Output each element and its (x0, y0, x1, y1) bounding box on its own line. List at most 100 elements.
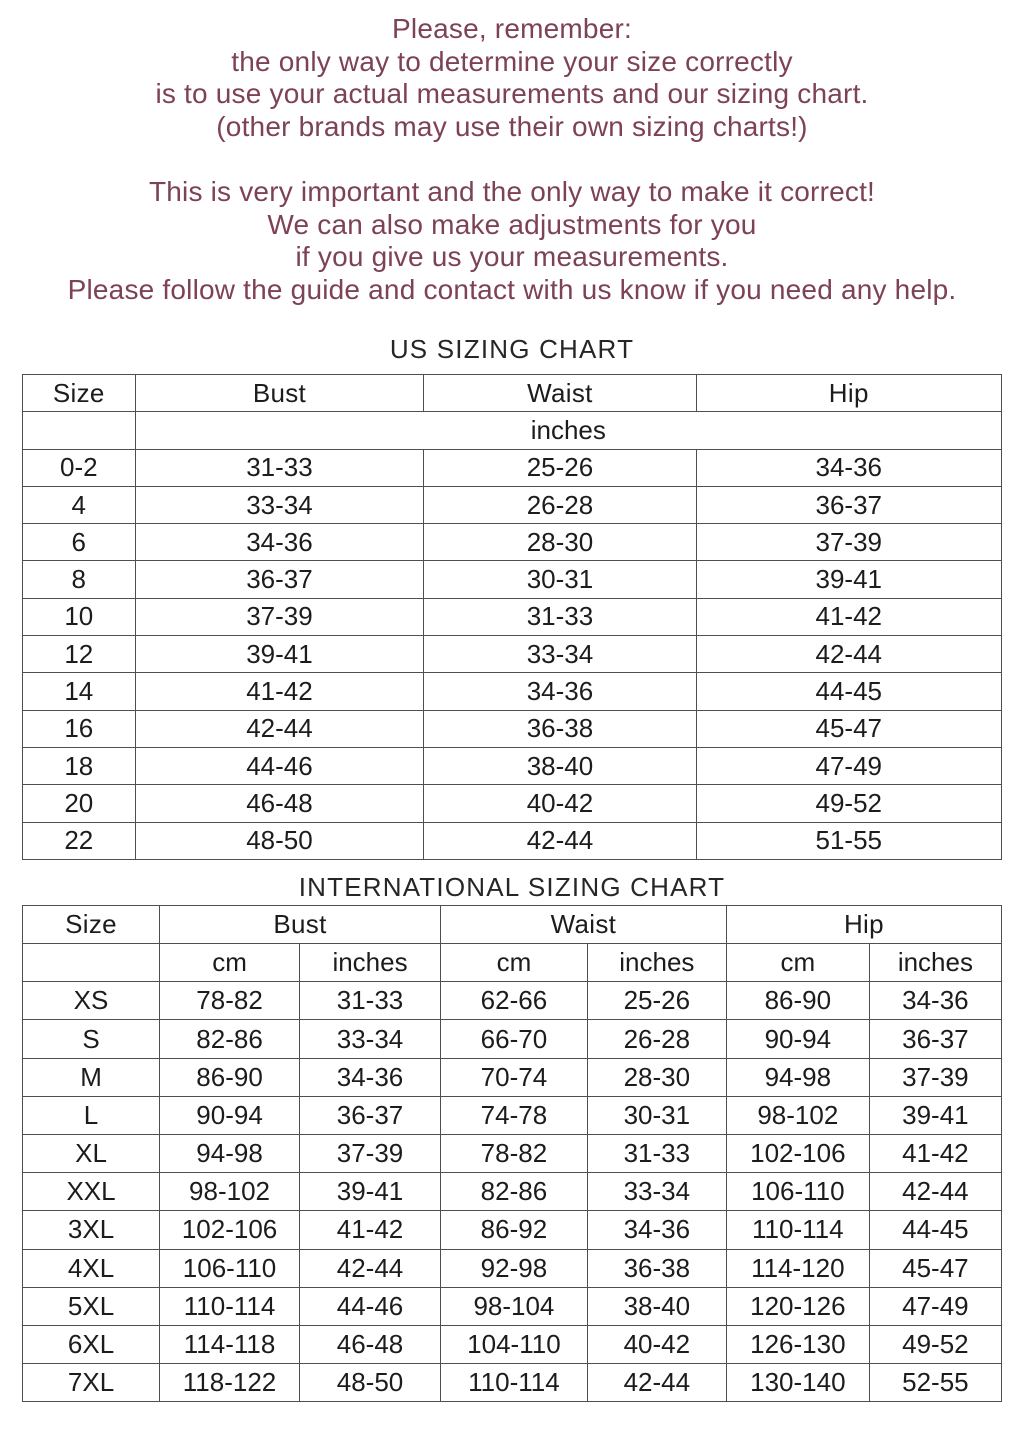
table-cell: M (21, 1057, 161, 1097)
table-row: 10 37-39 31-33 41-42 (22, 597, 1003, 637)
empty-cell (22, 411, 136, 450)
table-cell: 74-78 (440, 1095, 588, 1135)
us-col-waist: Waist (423, 373, 697, 413)
table-cell: 34-36 (134, 523, 425, 562)
table-cell: 86-90 (159, 1057, 301, 1097)
intro-line: if you give us your measurements. (295, 241, 729, 272)
table-cell: 52-55 (868, 1363, 1003, 1403)
us-sizing-chart-section: US SIZING CHART Size Bust Waist Hip inch… (0, 334, 1024, 860)
table-cell: 90-94 (725, 1019, 870, 1059)
table-row: XS 78-82 31-33 62-66 25-26 86-90 34-36 (21, 981, 1003, 1021)
table-cell: 37-39 (299, 1133, 441, 1174)
table-cell: 41-42 (299, 1210, 441, 1250)
table-cell: XXL (21, 1172, 161, 1212)
table-row: 16 42-44 36-38 45-47 (22, 709, 1003, 748)
table-cell: 104-110 (440, 1324, 588, 1365)
table-cell: 78-82 (159, 981, 301, 1021)
table-cell: 33-34 (134, 485, 425, 525)
table-cell: 38-40 (586, 1286, 727, 1326)
table-cell: 51-55 (695, 821, 1003, 860)
table-cell: 4XL (21, 1248, 161, 1288)
intro-line: (other brands may use their own sizing c… (216, 110, 808, 142)
table-row: 14 41-42 34-36 44-45 (22, 672, 1003, 711)
table-cell: 102-106 (725, 1133, 870, 1174)
table-cell: 14 (22, 672, 136, 711)
table-cell: 82-86 (440, 1172, 588, 1212)
table-cell: 110-114 (440, 1363, 588, 1403)
intl-sub-hip-inches: inches (868, 943, 1003, 983)
table-cell: 34-36 (423, 672, 697, 711)
table-cell: 110-114 (725, 1210, 870, 1250)
table-cell: 34-36 (299, 1057, 441, 1097)
table-cell: 70-74 (440, 1057, 588, 1097)
intro-line: This is very important and the only way … (148, 176, 876, 207)
intl-chart-title: INTERNATIONAL SIZING CHART (298, 871, 726, 902)
intro-text: Please, remember: the only way to determi… (0, 0, 1024, 306)
table-cell: 10 (22, 597, 136, 637)
table-cell: 38-40 (423, 746, 697, 786)
table-cell: 45-47 (868, 1248, 1003, 1288)
us-sizing-table: Size Bust Waist Hip inches 0-2 31-33 25-26… (22, 373, 1003, 860)
table-row: 20 46-48 40-42 49-52 (22, 784, 1003, 823)
intro-spacer (0, 143, 1024, 176)
table-cell: 92-98 (440, 1248, 588, 1288)
table-cell: 118-122 (159, 1363, 301, 1403)
table-row: XXL 98-102 39-41 82-86 33-34 106-110 42-44 (21, 1172, 1003, 1212)
table-cell: 36-37 (695, 485, 1003, 525)
table-cell: 34-36 (868, 981, 1003, 1021)
table-cell: 36-38 (423, 709, 697, 748)
table-cell: 98-102 (725, 1095, 870, 1135)
table-cell: 3XL (21, 1210, 161, 1250)
table-row: S 82-86 33-34 66-70 26-28 90-94 36-37 (21, 1019, 1003, 1059)
table-cell: 106-110 (725, 1172, 870, 1212)
table-cell: 31-33 (299, 981, 441, 1021)
table-row: 3XL 102-106 41-42 86-92 34-36 110-114 44-45 (21, 1210, 1003, 1250)
table-cell: 28-30 (423, 523, 697, 562)
empty-cell (21, 943, 161, 983)
table-cell: 36-37 (868, 1019, 1003, 1059)
table-cell: 42-44 (134, 709, 425, 748)
table-cell: 86-90 (725, 981, 870, 1021)
table-cell: 5XL (21, 1286, 161, 1326)
table-cell: 44-46 (299, 1286, 441, 1326)
table-cell: 42-44 (868, 1172, 1003, 1212)
intro-block-2: This is very important and the only way … (0, 176, 1024, 306)
table-cell: 114-120 (725, 1248, 870, 1288)
table-cell: 4 (22, 485, 136, 525)
table-row: 8 36-37 30-31 39-41 (22, 560, 1003, 599)
table-cell: 31-33 (134, 448, 425, 487)
us-col-hip: Hip (695, 373, 1003, 413)
table-cell: 33-34 (299, 1019, 441, 1059)
table-cell: 37-39 (868, 1057, 1003, 1097)
table-cell: 28-30 (586, 1057, 727, 1097)
intl-header-row: Size Bust Waist Hip (21, 904, 1003, 945)
table-cell: XL (21, 1133, 161, 1174)
table-cell: 31-33 (423, 597, 697, 637)
table-cell: 37-39 (134, 597, 425, 637)
table-cell: 22 (22, 821, 136, 860)
intro-line: Please follow the guide and contact with… (67, 273, 957, 305)
table-cell: 47-49 (868, 1286, 1003, 1326)
table-cell: 44-45 (868, 1210, 1003, 1250)
table-cell: 48-50 (299, 1363, 441, 1403)
table-cell: 39-41 (695, 560, 1003, 599)
table-cell: 41-42 (868, 1133, 1003, 1174)
table-cell: 33-34 (586, 1172, 727, 1212)
table-cell: 94-98 (725, 1057, 870, 1097)
us-col-size: Size (22, 373, 136, 413)
us-col-bust: Bust (134, 373, 425, 413)
table-cell: S (21, 1019, 161, 1059)
table-cell: 40-42 (423, 784, 697, 823)
table-cell: 42-44 (423, 821, 697, 860)
table-cell: 0-2 (22, 448, 136, 487)
table-cell: 41-42 (134, 672, 425, 711)
table-cell: 34-36 (586, 1210, 727, 1250)
table-cell: 39-41 (868, 1095, 1003, 1135)
intl-sub-bust-inches: inches (299, 943, 441, 983)
table-row: 4 33-34 26-28 36-37 (22, 485, 1003, 525)
intro-line: We can also make adjustments for you (267, 208, 757, 240)
intl-sub-waist-cm: cm (440, 943, 588, 983)
table-cell: 39-41 (134, 635, 425, 674)
table-cell: 26-28 (423, 485, 697, 525)
